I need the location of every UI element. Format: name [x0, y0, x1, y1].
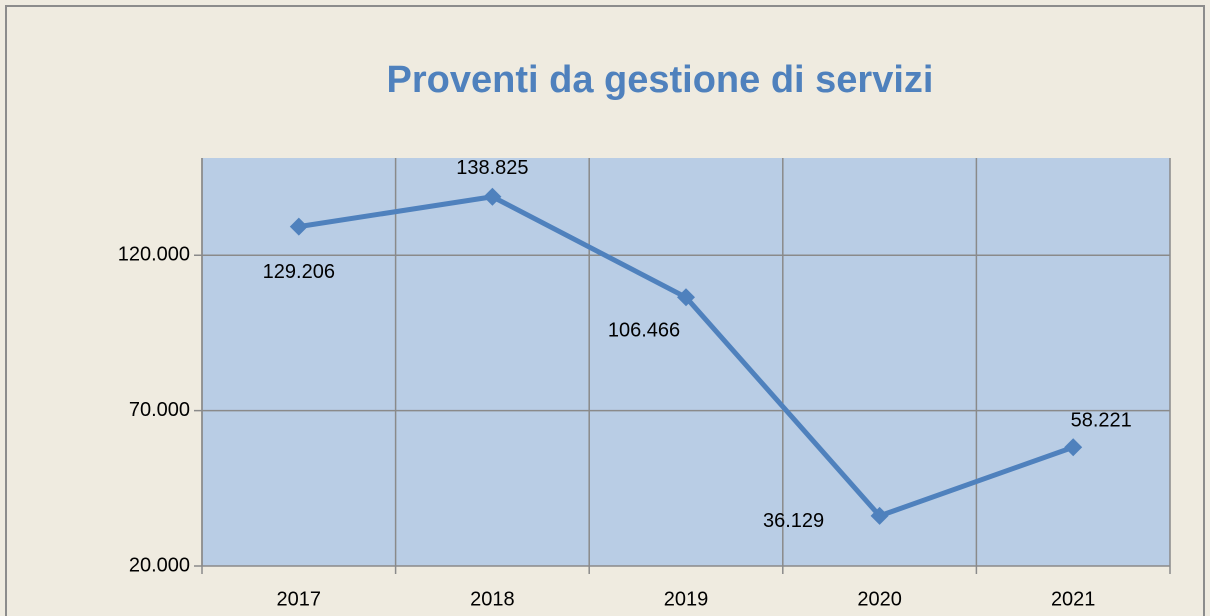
x-tick-label: 2017 — [277, 588, 322, 610]
chart-title: Proventi da gestione di servizi — [387, 59, 934, 101]
x-tick-label: 2020 — [857, 588, 902, 610]
y-tick-label: 20.000 — [129, 554, 190, 576]
marker — [870, 506, 889, 525]
data-label: 129.206 — [263, 261, 335, 283]
data-label: 106.466 — [608, 320, 680, 342]
data-label: 58.221 — [1071, 410, 1132, 432]
y-tick-label: 120.000 — [118, 244, 190, 266]
x-tick-label: 2018 — [470, 588, 515, 610]
data-label: 36.129 — [763, 510, 824, 532]
plot-area — [202, 158, 1170, 566]
x-tick-label: 2021 — [1051, 588, 1096, 610]
y-tick-label: 70.000 — [129, 399, 190, 421]
marker — [677, 288, 695, 307]
x-tick-label: 2019 — [664, 588, 709, 610]
marker — [1064, 438, 1083, 457]
marker — [483, 187, 502, 206]
marker — [289, 217, 308, 236]
data-label: 138.825 — [456, 157, 528, 179]
